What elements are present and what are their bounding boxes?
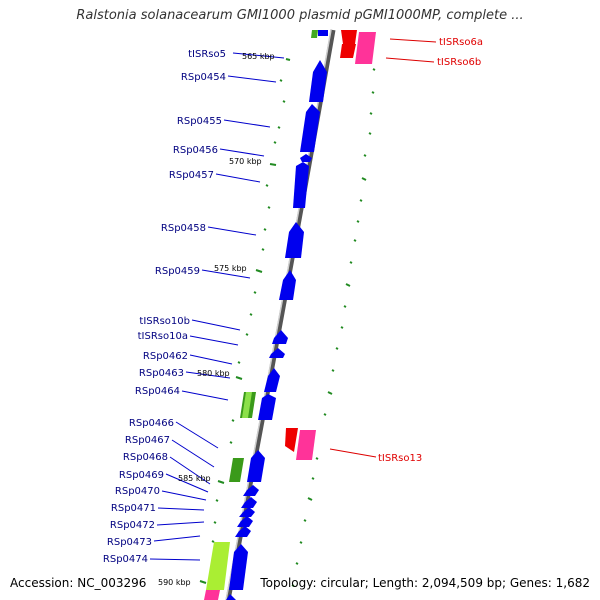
gene-label-RSp0468[interactable]: RSp0468 — [123, 452, 168, 463]
tick-marks — [199, 58, 376, 587]
gene-label-RSp0462[interactable]: RSp0462 — [143, 351, 188, 362]
gene-label-RSp0466[interactable]: RSp0466 — [129, 418, 174, 429]
kbp-label-580: 580 kbp — [197, 369, 230, 378]
cds-arrow-RSp0456[interactable] — [300, 154, 312, 162]
gene-label-tISRso6b[interactable]: tISRso6b — [437, 57, 481, 68]
gene-label-RSp0455[interactable]: RSp0455 — [177, 116, 222, 127]
topology-summary: Topology: circular; Length: 2,094,509 bp… — [260, 576, 590, 590]
cds-arrow-RSp0469[interactable] — [243, 485, 259, 496]
kbp-label-590: 590 kbp — [158, 578, 191, 587]
trna-tISRso6a-lower — [340, 44, 356, 58]
gene-label-RSp0454[interactable]: RSp0454 — [181, 72, 226, 83]
cds-arrow-top-partial[interactable] — [318, 30, 328, 36]
gene-label-tISRso6a[interactable]: tISRso6a — [439, 37, 483, 48]
gene-label-RSp0459[interactable]: RSp0459 — [155, 266, 200, 277]
gene-label-RSp0474[interactable]: RSp0474 — [103, 554, 148, 565]
cds-arrow-RSp0470[interactable] — [241, 497, 257, 508]
cds-arrow-RSp0455[interactable] — [300, 104, 320, 152]
trna-tISRso6a[interactable] — [341, 30, 357, 44]
gene-label-tISRso5[interactable]: tISRso5 — [188, 49, 226, 60]
cds-arrow-RSp0471[interactable] — [239, 507, 255, 517]
green-feature-light — [242, 392, 252, 418]
cds-arrow-tISRso10b[interactable] — [272, 330, 288, 344]
trna-bottom-partial[interactable] — [204, 590, 220, 600]
gene-label-RSp0472[interactable]: RSp0472 — [110, 520, 155, 531]
gene-label-RSp0471[interactable]: RSp0471 — [111, 503, 156, 514]
green-feature-RSp0468[interactable] — [229, 458, 244, 482]
gene-label-RSp0473[interactable]: RSp0473 — [107, 537, 152, 548]
gene-label-RSp0467[interactable]: RSp0467 — [125, 435, 170, 446]
gene-label-RSp0469[interactable]: RSp0469 — [119, 470, 164, 481]
cds-arrow-RSp0458[interactable] — [285, 222, 304, 258]
left-leader-lines — [149, 52, 285, 561]
cds-arrow-RSp0472[interactable] — [237, 516, 253, 527]
cds-arrow-RSp0463[interactable] — [264, 368, 280, 392]
kbp-label-570: 570 kbp — [229, 157, 262, 166]
gene-label-RSp0470[interactable]: RSp0470 — [115, 486, 160, 497]
gene-label-RSp0464[interactable]: RSp0464 — [135, 386, 180, 397]
kbp-label-575: 575 kbp — [214, 264, 247, 273]
kbp-label-565: 565 kbp — [242, 52, 275, 61]
cds-arrow-RSp0457[interactable] — [293, 162, 309, 208]
gene-label-tISRso10a[interactable]: tISRso10a — [138, 331, 188, 342]
cds-arrow-RSp0473[interactable] — [235, 526, 251, 537]
gene-label-RSp0456[interactable]: RSp0456 — [173, 145, 218, 156]
cds-arrow-partial[interactable] — [226, 594, 236, 600]
gene-label-RSp0463[interactable]: RSp0463 — [139, 368, 184, 379]
gene-label-tISRso10b[interactable]: tISRso10b — [139, 316, 190, 327]
trna-tISRso13-pink[interactable] — [296, 430, 316, 460]
accession-text: Accession: NC_003296 — [10, 576, 147, 590]
trna-tISRso13-red[interactable] — [285, 428, 298, 452]
kbp-label-585: 585 kbp — [178, 474, 211, 483]
green-feature-RSp0474[interactable] — [206, 542, 230, 590]
cds-arrow-RSp0474[interactable] — [229, 544, 248, 590]
cds-arrow-RSp0454[interactable] — [309, 60, 327, 102]
cds-arrow-RSp0468[interactable] — [247, 450, 265, 482]
cds-arrow-tISRso10a[interactable] — [269, 348, 285, 358]
map-title: Ralstonia solanacearum GMI1000 plasmid p… — [76, 8, 524, 23]
gene-label-RSp0457[interactable]: RSp0457 — [169, 170, 214, 181]
gene-label-RSp0458[interactable]: RSp0458 — [161, 223, 206, 234]
right-leader-lines — [329, 38, 437, 458]
trna-tISRso6b[interactable] — [355, 32, 376, 64]
green-feature-top — [311, 30, 318, 38]
gene-label-tISRso13[interactable]: tISRso13 — [378, 453, 422, 464]
cds-arrow-RSp0464[interactable] — [258, 394, 276, 420]
cds-arrow-RSp0459[interactable] — [279, 270, 296, 300]
